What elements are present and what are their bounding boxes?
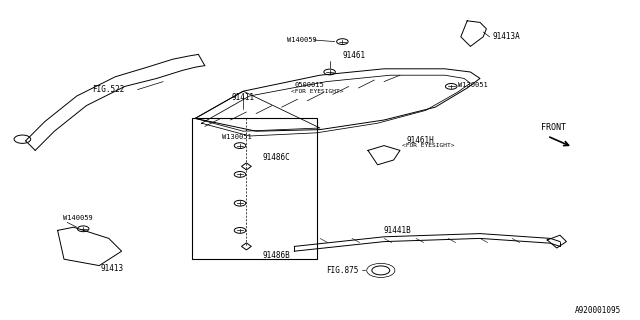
Text: W130051: W130051 — [222, 134, 252, 140]
Text: FIG.875: FIG.875 — [326, 266, 358, 275]
Text: <FOR EYESIGHT>: <FOR EYESIGHT> — [291, 89, 344, 94]
Text: W140059: W140059 — [287, 37, 317, 43]
Text: 91486B: 91486B — [262, 251, 290, 260]
Text: W130051: W130051 — [458, 82, 487, 88]
Text: A920001095: A920001095 — [575, 306, 621, 315]
Text: 91461H: 91461H — [406, 136, 434, 145]
Text: 91413: 91413 — [100, 264, 124, 273]
Text: <FOR EYESIGHT>: <FOR EYESIGHT> — [402, 143, 454, 148]
Text: FRONT: FRONT — [541, 124, 566, 132]
Text: 91486C: 91486C — [262, 153, 290, 162]
Text: 0500015: 0500015 — [294, 82, 324, 88]
Text: 91441B: 91441B — [384, 226, 412, 235]
Text: 91411: 91411 — [232, 93, 255, 102]
Bar — [192, 118, 317, 259]
Text: 91461: 91461 — [342, 52, 365, 60]
Text: FIG.522: FIG.522 — [92, 85, 125, 94]
Text: 91413A: 91413A — [493, 32, 520, 41]
Text: W140059: W140059 — [63, 215, 93, 220]
